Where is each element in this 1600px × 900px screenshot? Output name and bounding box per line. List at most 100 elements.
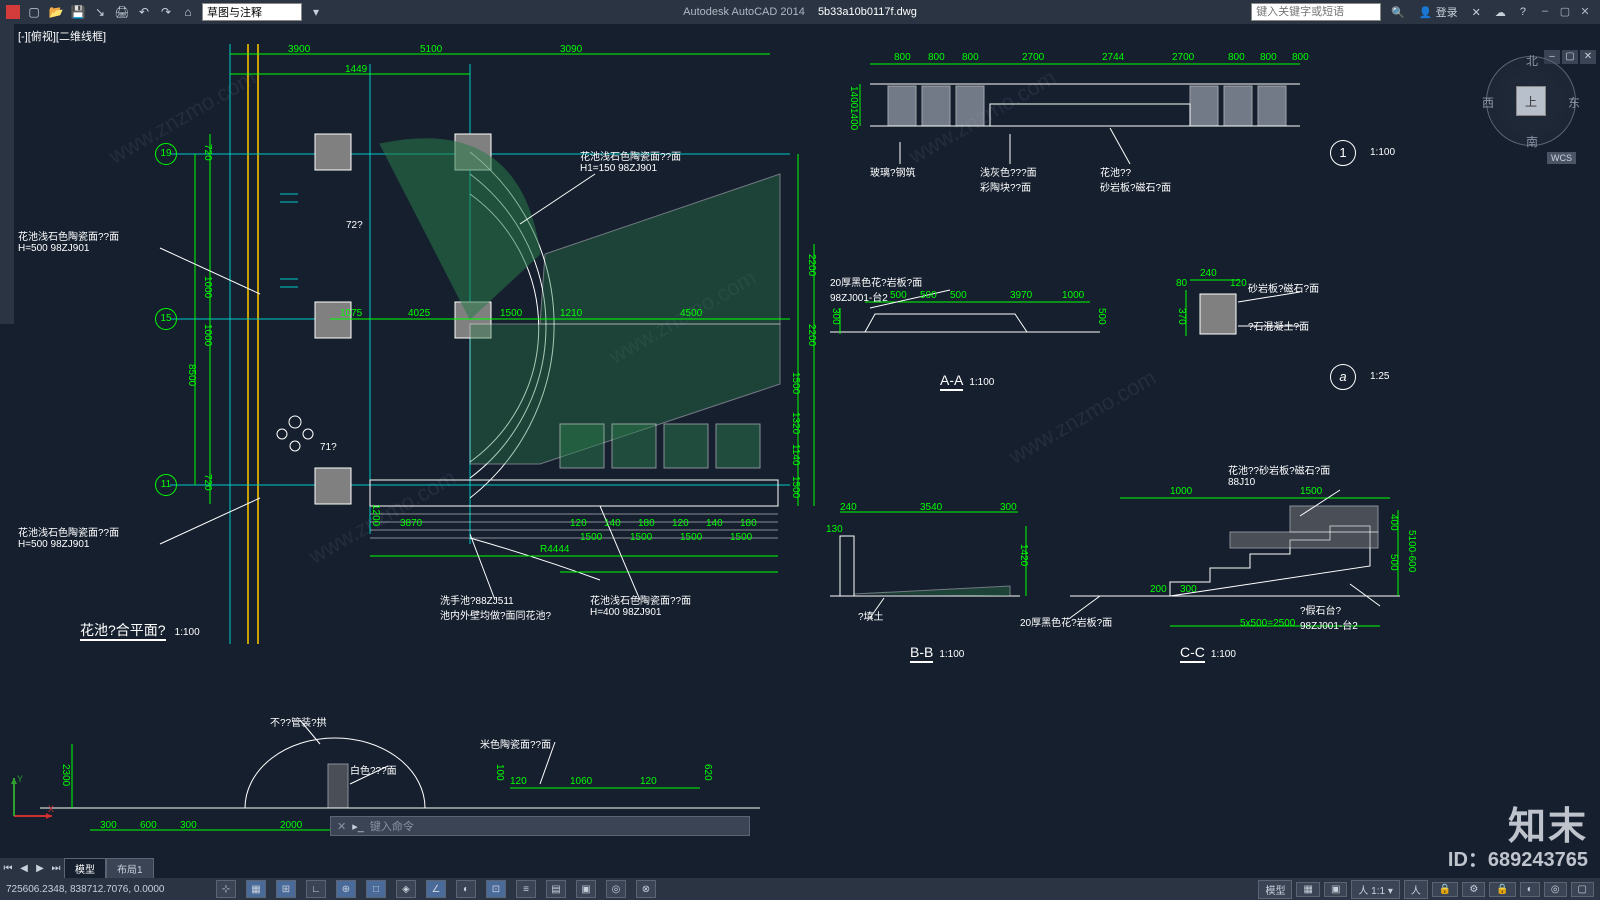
command-close-icon[interactable]: ✕ bbox=[337, 820, 346, 833]
dimension-text: 300 bbox=[830, 308, 841, 325]
search-icon[interactable]: 🔍 bbox=[1387, 6, 1409, 19]
callout: 花池浅石色陶瓷面??面H1=150 98ZJ901 bbox=[580, 148, 681, 174]
qat-help-icon[interactable]: ⌂ bbox=[180, 4, 196, 20]
dimension-text: 370 bbox=[1176, 308, 1187, 325]
dimension-text: 1420 bbox=[1018, 544, 1029, 566]
clean-screen-icon[interactable]: ▢ bbox=[1571, 882, 1594, 897]
drawing-canvas[interactable]: – ▢ ✕ [-][俯视][二维线框] 上 北 南 东 西 WCS www.zn… bbox=[0, 24, 1600, 878]
dimension-text: 3870 bbox=[400, 518, 422, 529]
viewcube-east[interactable]: 东 bbox=[1568, 94, 1580, 111]
dimension-text: 240 bbox=[1200, 268, 1217, 279]
dimension-text: 3090 bbox=[560, 44, 582, 55]
dimension-text: 500 bbox=[890, 290, 907, 301]
viewcube-west[interactable]: 西 bbox=[1482, 94, 1494, 111]
svg-text:X: X bbox=[48, 804, 54, 814]
app-logo-icon[interactable] bbox=[6, 5, 20, 19]
callout: 花池浅石色陶瓷面??面H=500 98ZJ901 bbox=[18, 228, 119, 254]
tab-first-icon[interactable]: ⏮ bbox=[0, 863, 16, 874]
doc-close-button[interactable]: ✕ bbox=[1580, 50, 1596, 64]
dimension-text: 1500 bbox=[730, 532, 752, 543]
dimension-text: 1500 bbox=[630, 532, 652, 543]
dimension-text: 800 bbox=[894, 52, 911, 63]
viewcube-wcs-badge[interactable]: WCS bbox=[1547, 152, 1576, 164]
dimension-text: 140 bbox=[706, 518, 723, 529]
dimension-text: 800 bbox=[962, 52, 979, 63]
status-infer-toggle[interactable]: ⊹ bbox=[216, 880, 236, 898]
status-sc-toggle[interactable]: ◎ bbox=[606, 880, 626, 898]
watermark-diagonal: www.znzmo.com bbox=[105, 64, 261, 169]
qat-new-icon[interactable]: ▢ bbox=[26, 4, 42, 20]
dimension-text: 2700 bbox=[1022, 52, 1044, 63]
infocenter-search-input[interactable] bbox=[1251, 3, 1381, 21]
callout: 玻璃?钢筑 bbox=[870, 164, 916, 179]
tab-model[interactable]: 模型 bbox=[64, 858, 106, 879]
coordinate-readout[interactable]: 725606.2348, 838712.7076, 0.0000 bbox=[6, 884, 206, 895]
qat-redo-icon[interactable]: ↷ bbox=[158, 4, 174, 20]
exchange-icon[interactable]: ✕ bbox=[1468, 6, 1485, 19]
view-scale: 1:25 bbox=[1364, 370, 1389, 382]
workspace-switching-icon[interactable]: ⚙ bbox=[1462, 882, 1485, 897]
isolate-objects-icon[interactable]: ◎ bbox=[1544, 882, 1567, 897]
viewcube-south[interactable]: 南 bbox=[1526, 133, 1538, 150]
qat-undo-icon[interactable]: ↶ bbox=[136, 4, 152, 20]
annotation-visibility-icon[interactable]: 人 bbox=[1404, 880, 1428, 899]
close-button[interactable]: ✕ bbox=[1576, 5, 1594, 19]
dimension-text: 1000 bbox=[202, 276, 213, 298]
layout-tabs: ⏮ ◀ ▶ ⏭ 模型 布局1 bbox=[0, 858, 154, 878]
status-snap-toggle[interactable]: ▦ bbox=[246, 880, 266, 898]
status-ducs-toggle[interactable]: ◐ bbox=[456, 880, 476, 898]
modelspace-button[interactable]: 模型 bbox=[1258, 880, 1292, 899]
status-tpy-toggle[interactable]: ▤ bbox=[546, 880, 566, 898]
viewcube-top-face[interactable]: 上 bbox=[1516, 86, 1546, 116]
toolbar-lock-icon[interactable]: 🔒 bbox=[1489, 882, 1515, 897]
grid-bubble: 19 bbox=[155, 143, 177, 165]
qat-dropdown-arrow-icon[interactable]: ▾ bbox=[308, 4, 324, 20]
annotation-autoscale-icon[interactable]: 🔒 bbox=[1432, 882, 1458, 897]
tab-layout1[interactable]: 布局1 bbox=[106, 858, 154, 879]
tab-last-icon[interactable]: ⏭ bbox=[48, 863, 64, 874]
dimension-text: 2200 bbox=[806, 254, 817, 276]
dimension-text: 1500 bbox=[580, 532, 602, 543]
minimize-button[interactable]: – bbox=[1536, 5, 1554, 19]
hardware-accel-icon[interactable]: ◐ bbox=[1520, 882, 1540, 897]
qat-saveas-icon[interactable]: ↘ bbox=[92, 4, 108, 20]
dimension-text: 300 bbox=[100, 820, 117, 831]
tab-prev-icon[interactable]: ◀ bbox=[16, 863, 32, 874]
quickview-drawings-icon[interactable]: ▣ bbox=[1324, 882, 1347, 897]
viewport-controls[interactable]: [-][俯视][二维线框] bbox=[18, 28, 106, 44]
sync-icon[interactable]: ☁ bbox=[1491, 6, 1510, 19]
status-dyn-toggle[interactable]: ⊡ bbox=[486, 880, 506, 898]
qat-open-icon[interactable]: 📂 bbox=[48, 4, 64, 20]
viewcube[interactable]: 上 北 南 东 西 WCS bbox=[1486, 56, 1576, 146]
status-otrack-toggle[interactable]: ∠ bbox=[426, 880, 446, 898]
command-line[interactable]: ✕ ▸_ 键入命令 bbox=[330, 816, 750, 836]
maximize-button[interactable]: ▢ bbox=[1556, 5, 1574, 19]
sign-in-button[interactable]: 👤 登录 bbox=[1415, 4, 1462, 20]
status-qp-toggle[interactable]: ▣ bbox=[576, 880, 596, 898]
qat-save-icon[interactable]: 💾 bbox=[70, 4, 86, 20]
qat-plot-icon[interactable]: 🖨 bbox=[114, 4, 130, 20]
dimension-text: 720 bbox=[202, 144, 213, 161]
status-polar-toggle[interactable]: ⊕ bbox=[336, 880, 356, 898]
status-ortho-toggle[interactable]: ∟ bbox=[306, 880, 326, 898]
collapsed-ribbon-panel[interactable] bbox=[0, 24, 14, 324]
viewcube-north[interactable]: 北 bbox=[1526, 52, 1538, 69]
dimension-text: 800 bbox=[1228, 52, 1245, 63]
quickview-layouts-icon[interactable]: ▦ bbox=[1296, 882, 1319, 897]
status-lwt-toggle[interactable]: ≡ bbox=[516, 880, 536, 898]
status-grid-toggle[interactable]: ⊞ bbox=[276, 880, 296, 898]
status-osnap-toggle[interactable]: □ bbox=[366, 880, 386, 898]
view-scale: 1:100 bbox=[1364, 146, 1395, 158]
callout: 不??管装?拱 bbox=[270, 714, 327, 729]
status-am-toggle[interactable]: ⊗ bbox=[636, 880, 656, 898]
workspace-dropdown[interactable] bbox=[202, 3, 302, 21]
callout: 洗手池?88ZJ511池内外壁均做?面同花池? bbox=[440, 592, 551, 622]
status-3dosnap-toggle[interactable]: ◈ bbox=[396, 880, 416, 898]
annotation-scale[interactable]: 人 1:1 ▾ bbox=[1351, 880, 1400, 899]
tab-next-icon[interactable]: ▶ bbox=[32, 863, 48, 874]
dimension-text: 1210 bbox=[560, 308, 582, 319]
help-icon[interactable]: ? bbox=[1516, 6, 1530, 18]
dimension-text: 1400 bbox=[848, 108, 859, 130]
detail-callout-bubble: a bbox=[1330, 364, 1356, 390]
dimension-text: 120 bbox=[570, 518, 587, 529]
